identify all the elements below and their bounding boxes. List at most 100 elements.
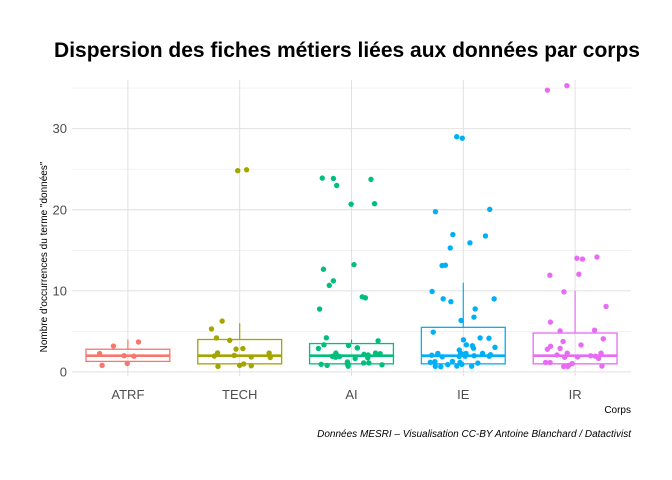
data-point — [463, 342, 470, 348]
data-point — [371, 200, 378, 207]
data-point — [266, 350, 272, 356]
data-point — [110, 343, 117, 349]
data-point — [240, 345, 246, 352]
data-point — [319, 175, 325, 181]
data-point — [599, 363, 605, 369]
data-point — [430, 329, 436, 335]
data-point — [379, 362, 385, 368]
data-point — [318, 361, 324, 368]
data-point — [449, 358, 456, 365]
x-axis-title: Corps — [604, 405, 631, 416]
data-point — [547, 319, 554, 325]
data-point — [600, 336, 606, 342]
chart-title: Dispersion des fiches métiers liées aux … — [54, 39, 640, 62]
points — [96, 83, 609, 370]
data-point — [316, 306, 323, 312]
data-point — [336, 353, 343, 360]
data-point — [96, 350, 103, 357]
caption: Données MESRI – Visualisation CC-BY Anto… — [317, 429, 632, 440]
data-point — [460, 337, 467, 343]
box-ir — [532, 290, 618, 365]
data-point — [564, 350, 570, 356]
data-point — [482, 233, 489, 239]
data-point — [542, 359, 549, 366]
data-point — [214, 350, 221, 356]
data-point — [359, 294, 365, 300]
data-point — [361, 351, 367, 358]
data-point — [219, 318, 225, 324]
data-point — [429, 352, 435, 358]
box-body — [308, 342, 395, 365]
data-point — [375, 338, 381, 344]
data-point — [377, 350, 383, 357]
data-point — [574, 354, 581, 360]
data-point — [578, 342, 584, 348]
data-point — [432, 208, 439, 215]
data-point — [547, 343, 554, 350]
data-point — [440, 296, 446, 302]
data-point — [492, 344, 498, 351]
data-point — [432, 358, 438, 365]
data-point — [445, 361, 451, 368]
data-point — [554, 352, 560, 358]
data-point — [438, 363, 444, 370]
y-tick-label: 30 — [53, 121, 67, 136]
data-point — [208, 326, 215, 332]
data-point — [352, 355, 358, 362]
data-point — [330, 278, 337, 284]
data-point — [579, 256, 586, 262]
data-point — [457, 359, 463, 366]
data-point — [365, 352, 371, 358]
data-point — [368, 176, 374, 183]
data-point — [333, 350, 339, 356]
data-point — [215, 363, 221, 370]
data-point — [326, 282, 332, 289]
data-point — [121, 352, 127, 359]
data-point — [468, 363, 475, 369]
box-ie — [420, 282, 506, 365]
data-point — [592, 353, 599, 359]
data-point — [471, 314, 477, 320]
data-point — [321, 342, 327, 348]
data-point — [487, 206, 493, 213]
data-point — [562, 354, 568, 360]
data-point — [547, 272, 553, 278]
x-tick-label: IE — [457, 387, 470, 402]
data-point — [432, 363, 439, 369]
x-tick-labels: ATRF TECH AI IE IR — [111, 387, 581, 402]
data-point — [479, 350, 486, 357]
data-point — [459, 135, 465, 141]
data-point — [315, 345, 322, 352]
data-point — [598, 350, 604, 356]
x-tick-label: AI — [345, 387, 357, 402]
data-point — [135, 339, 142, 345]
data-point — [248, 354, 254, 360]
data-point — [348, 201, 354, 207]
data-point — [439, 354, 445, 360]
data-point — [329, 353, 336, 360]
data-point — [447, 245, 453, 251]
data-point — [435, 350, 441, 357]
data-point — [594, 254, 600, 260]
data-point — [235, 168, 241, 174]
data-point — [574, 255, 580, 261]
data-point — [454, 134, 460, 140]
data-point — [467, 240, 473, 246]
data-point — [471, 353, 477, 359]
data-point — [544, 87, 551, 93]
data-point — [99, 362, 105, 368]
data-point — [330, 175, 337, 182]
y-tick-labels: 0 10 20 30 — [53, 121, 67, 379]
data-point — [475, 360, 481, 366]
data-point — [450, 231, 456, 238]
data-point — [429, 288, 435, 295]
y-tick-label: 0 — [60, 364, 67, 379]
data-point — [243, 167, 250, 173]
grid — [72, 80, 631, 376]
data-point — [334, 182, 340, 189]
data-point — [354, 345, 361, 351]
data-point — [576, 271, 582, 277]
data-point — [227, 337, 233, 344]
data-point — [587, 353, 594, 359]
data-point — [477, 335, 483, 341]
